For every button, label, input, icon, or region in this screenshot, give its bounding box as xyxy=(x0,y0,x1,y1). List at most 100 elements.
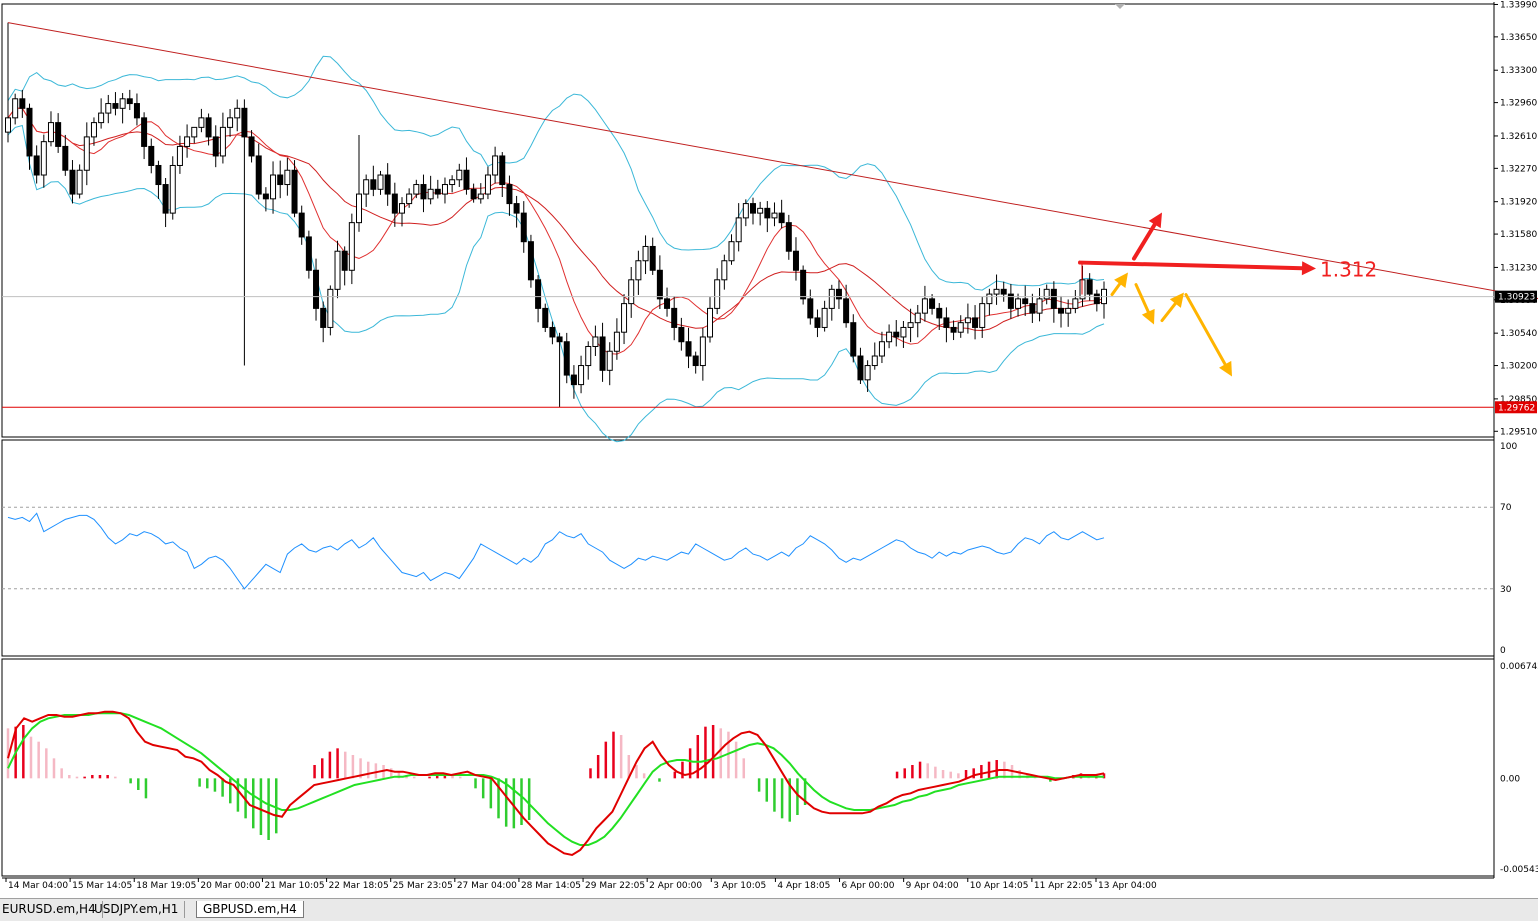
candle-body xyxy=(563,341,570,376)
candle-body xyxy=(248,136,255,157)
date-tick-label: 3 Apr 10:05 xyxy=(713,881,766,891)
current-price-label: 1.30923 xyxy=(1498,293,1535,303)
candle-body xyxy=(348,222,355,271)
price-tick-label: 1.32270 xyxy=(1500,164,1537,174)
candle-body xyxy=(212,136,219,157)
tab-gbpusd[interactable]: GBPUSD.em,H4 xyxy=(196,901,304,918)
tab-eurusd[interactable]: EURUSD.em,H4 xyxy=(0,901,103,918)
candle-body xyxy=(370,179,377,190)
candle-body xyxy=(126,98,133,105)
target-arrow-shaft xyxy=(1078,260,1305,271)
date-tick-label: 20 Mar 00:00 xyxy=(200,881,260,891)
candle-body xyxy=(176,145,183,166)
candle-body xyxy=(449,179,456,186)
candle-body xyxy=(413,184,420,195)
price-tick-label: 1.33990 xyxy=(1500,0,1537,10)
candle-body xyxy=(585,345,592,367)
candle-body xyxy=(979,303,986,328)
date-tick-label: 29 Mar 22:05 xyxy=(585,881,645,891)
candle-body xyxy=(76,169,83,195)
candle-body xyxy=(864,365,871,381)
date-tick-label: 10 Apr 14:05 xyxy=(970,881,1029,891)
candle-body xyxy=(1072,298,1079,309)
candle-body xyxy=(649,245,656,271)
candle-body xyxy=(1000,288,1007,295)
oscillator-panel xyxy=(2,506,1494,590)
candle-body xyxy=(699,336,706,367)
date-tick-label: 15 Mar 14:05 xyxy=(72,881,132,891)
candle-body xyxy=(98,112,105,124)
candle-body xyxy=(105,103,112,114)
oscillator-tick-label: 70 xyxy=(1500,503,1512,513)
candle-body xyxy=(527,241,534,281)
candle-body xyxy=(685,341,692,357)
candle-body xyxy=(184,136,191,147)
candle-body xyxy=(621,303,628,333)
candle-body xyxy=(814,317,821,328)
candle-body xyxy=(664,298,671,309)
target-price-label: 1.312 xyxy=(1320,258,1377,282)
candle-body xyxy=(291,169,298,214)
price-tick-label: 1.29510 xyxy=(1500,427,1537,437)
candle-body xyxy=(191,126,198,138)
candle-body xyxy=(398,203,405,214)
candle-body xyxy=(1007,293,1014,309)
date-tick-label: 25 Mar 23:05 xyxy=(393,881,453,891)
oscillator-tick-label: 30 xyxy=(1500,585,1512,595)
candle-body xyxy=(792,250,799,271)
oscillator-line xyxy=(7,512,1105,590)
candle-body xyxy=(262,193,269,200)
candle-body xyxy=(972,317,979,328)
candle-body xyxy=(456,169,463,181)
candle-body xyxy=(420,184,427,200)
candle-body xyxy=(578,365,585,386)
scenario-arrow-down-1-shaft xyxy=(1134,283,1150,314)
candle-body xyxy=(986,293,993,305)
signal-fast-line xyxy=(7,710,1105,857)
candle-body xyxy=(334,250,341,290)
candle-body xyxy=(506,184,513,205)
candle-body xyxy=(936,307,943,319)
candle-body xyxy=(377,174,384,190)
candle-body xyxy=(141,117,148,147)
candle-body xyxy=(921,298,928,314)
date-tick-label: 4 Apr 18:05 xyxy=(777,881,830,891)
candle-body xyxy=(219,126,226,157)
candle-body xyxy=(26,107,33,157)
candle-body xyxy=(535,279,542,309)
candle-body xyxy=(47,122,54,143)
date-tick-label: 22 Mar 18:05 xyxy=(329,881,389,891)
price-tick-label: 1.33650 xyxy=(1500,33,1537,43)
candle-body xyxy=(62,145,69,171)
bollinger-upper-line xyxy=(7,55,1105,291)
candle-body xyxy=(40,141,47,176)
current-price-box xyxy=(1495,290,1537,303)
price-tick-label: 1.31920 xyxy=(1500,198,1537,208)
date-tick-label: 14 Mar 04:00 xyxy=(8,881,68,891)
candle-body xyxy=(749,203,756,214)
candle-body xyxy=(757,207,764,214)
support-price-label: 1.29762 xyxy=(1498,403,1535,413)
candle-body xyxy=(728,241,735,262)
candle-body xyxy=(169,164,176,214)
histogram-tick-label: -0.00543 xyxy=(1500,865,1538,875)
date-tick-label: 18 Mar 19:05 xyxy=(136,881,196,891)
candle-body xyxy=(606,350,613,371)
price-tick-label: 1.29850 xyxy=(1500,395,1537,405)
date-tick-label: 28 Mar 14:05 xyxy=(521,881,581,891)
candle-body xyxy=(628,279,635,305)
price-tick-label: 1.30540 xyxy=(1500,329,1537,339)
candle-body xyxy=(943,317,950,328)
candle-body xyxy=(112,103,119,109)
candle-body xyxy=(1029,303,1036,314)
shift-marker xyxy=(1115,4,1125,9)
tab-usdjpy[interactable]: USDJPY.em,H1 xyxy=(88,901,186,918)
candle-body xyxy=(878,341,885,357)
candle-body xyxy=(714,279,721,309)
candle-body xyxy=(613,331,620,352)
candle-body xyxy=(771,212,778,219)
candle-body xyxy=(241,107,248,138)
candle-body xyxy=(635,260,642,281)
oscillator-tick-label: 0 xyxy=(1500,646,1506,656)
candle-body xyxy=(707,307,714,338)
